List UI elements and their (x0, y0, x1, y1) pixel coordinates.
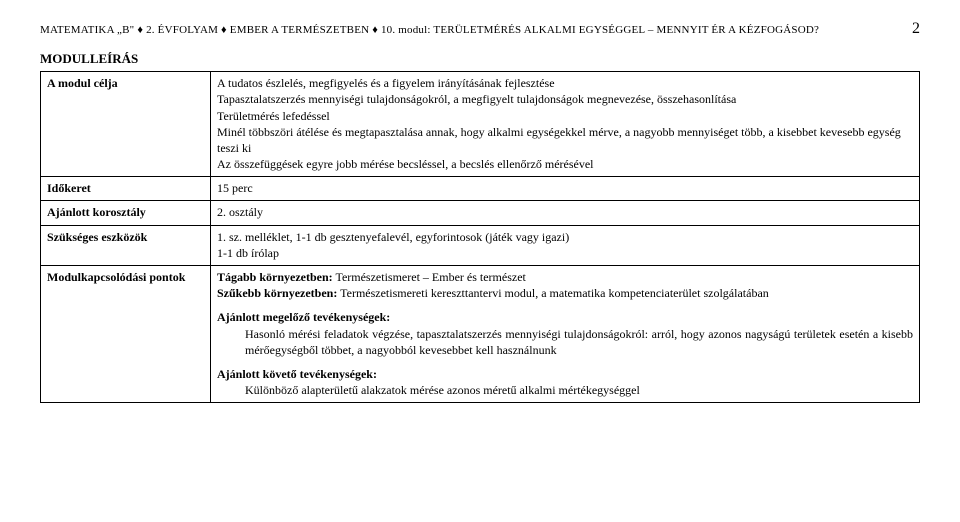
module-title: MODULLEÍRÁS (40, 50, 920, 68)
narrower-env: Szűkebb környezetben: Természetismereti … (217, 285, 913, 301)
aim-line: A tudatos észlelés, megfigyelés és a fig… (217, 75, 913, 91)
aim-line: Tapasztalatszerzés mennyiségi tulajdonsá… (217, 91, 913, 107)
broader-text: Természetismeret – Ember és természet (333, 270, 526, 284)
row-time-value: 15 perc (211, 177, 920, 201)
page-number: 2 (912, 18, 920, 40)
preceding-block: Ajánlott megelőző tevékenységek: Hasonló… (217, 309, 913, 358)
header-text: MATEMATIKA „B" ♦ 2. ÉVFOLYAM ♦ EMBER A T… (40, 24, 819, 36)
row-links-content: Tágabb környezetben: Természetismeret – … (211, 266, 920, 403)
page-header: MATEMATIKA „B" ♦ 2. ÉVFOLYAM ♦ EMBER A T… (40, 18, 920, 40)
preceding-title: Ajánlott megelőző tevékenységek: (217, 309, 913, 325)
row-tools-label: Szükséges eszközök (41, 225, 211, 265)
tools-line: 1-1 db írólap (217, 245, 913, 261)
row-aim-label: A modul célja (41, 72, 211, 177)
broader-env: Tágabb környezetben: Természetismeret – … (217, 269, 913, 285)
broader-title: Tágabb környezetben: (217, 270, 333, 284)
following-text: Különböző alapterületű alakzatok mérése … (217, 382, 913, 398)
row-aim-content: A tudatos észlelés, megfigyelés és a fig… (211, 72, 920, 177)
row-tools-content: 1. sz. melléklet, 1-1 db gesztenyefalevé… (211, 225, 920, 265)
narrower-text: Természetismereti kereszttantervi modul,… (337, 286, 768, 300)
row-links-label: Modulkapcsolódási pontok (41, 266, 211, 403)
following-title: Ajánlott követő tevékenységek: (217, 366, 913, 382)
row-age-value: 2. osztály (211, 201, 920, 225)
row-time-label: Időkeret (41, 177, 211, 201)
preceding-text: Hasonló mérési feladatok végzése, tapasz… (217, 326, 913, 358)
header-breadcrumb: MATEMATIKA „B" ♦ 2. ÉVFOLYAM ♦ EMBER A T… (40, 23, 819, 38)
following-block: Ajánlott követő tevékenységek: Különböző… (217, 366, 913, 398)
row-age-label: Ajánlott korosztály (41, 201, 211, 225)
module-table: A modul célja A tudatos észlelés, megfig… (40, 71, 920, 403)
aim-line: Az összefüggések egyre jobb mérése becsl… (217, 156, 913, 172)
narrower-title: Szűkebb környezetben: (217, 286, 337, 300)
aim-line: Minél többszöri átélése és megtapasztalá… (217, 124, 913, 156)
aim-line: Területmérés lefedéssel (217, 108, 913, 124)
tools-line: 1. sz. melléklet, 1-1 db gesztenyefalevé… (217, 229, 913, 245)
